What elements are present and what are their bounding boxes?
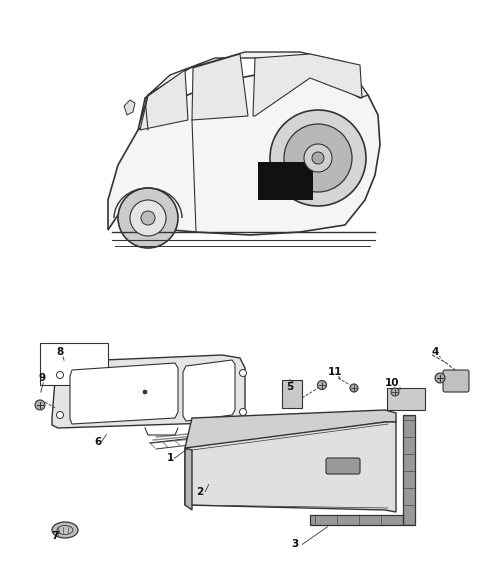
Ellipse shape — [52, 522, 78, 538]
Text: 8: 8 — [56, 347, 64, 357]
Circle shape — [57, 411, 63, 418]
Text: 6: 6 — [95, 437, 102, 447]
Polygon shape — [192, 54, 248, 120]
Circle shape — [141, 211, 155, 225]
Circle shape — [35, 400, 45, 410]
Text: 7: 7 — [51, 531, 59, 541]
Text: 9: 9 — [38, 373, 46, 383]
Circle shape — [312, 152, 324, 164]
Bar — [282, 380, 302, 408]
Polygon shape — [310, 515, 403, 525]
Polygon shape — [52, 355, 245, 428]
Polygon shape — [70, 363, 178, 424]
Circle shape — [391, 388, 399, 396]
Circle shape — [284, 124, 352, 192]
Circle shape — [350, 384, 358, 392]
Circle shape — [57, 372, 63, 379]
Text: 5: 5 — [287, 382, 294, 392]
Polygon shape — [253, 54, 362, 116]
Polygon shape — [185, 410, 396, 450]
FancyBboxPatch shape — [443, 370, 469, 392]
Bar — [387, 388, 425, 410]
Text: 1: 1 — [167, 453, 174, 463]
Circle shape — [304, 144, 332, 172]
Polygon shape — [185, 448, 192, 510]
Text: 10: 10 — [385, 378, 399, 388]
Text: 3: 3 — [291, 539, 299, 549]
Polygon shape — [108, 72, 380, 235]
Polygon shape — [403, 415, 415, 525]
Polygon shape — [183, 360, 235, 421]
Circle shape — [130, 200, 166, 236]
FancyBboxPatch shape — [326, 458, 360, 474]
Text: 11: 11 — [328, 367, 342, 377]
Polygon shape — [138, 52, 368, 130]
Polygon shape — [140, 70, 188, 130]
Text: 4: 4 — [432, 347, 439, 357]
Polygon shape — [185, 422, 396, 512]
Bar — [258, 162, 313, 200]
Circle shape — [317, 380, 326, 390]
Text: 2: 2 — [196, 487, 204, 497]
Circle shape — [143, 390, 147, 394]
Bar — [40, 343, 108, 385]
Circle shape — [435, 373, 445, 383]
Polygon shape — [124, 100, 135, 115]
Circle shape — [118, 188, 178, 248]
Circle shape — [270, 110, 366, 206]
Circle shape — [240, 408, 247, 415]
Circle shape — [240, 370, 247, 376]
